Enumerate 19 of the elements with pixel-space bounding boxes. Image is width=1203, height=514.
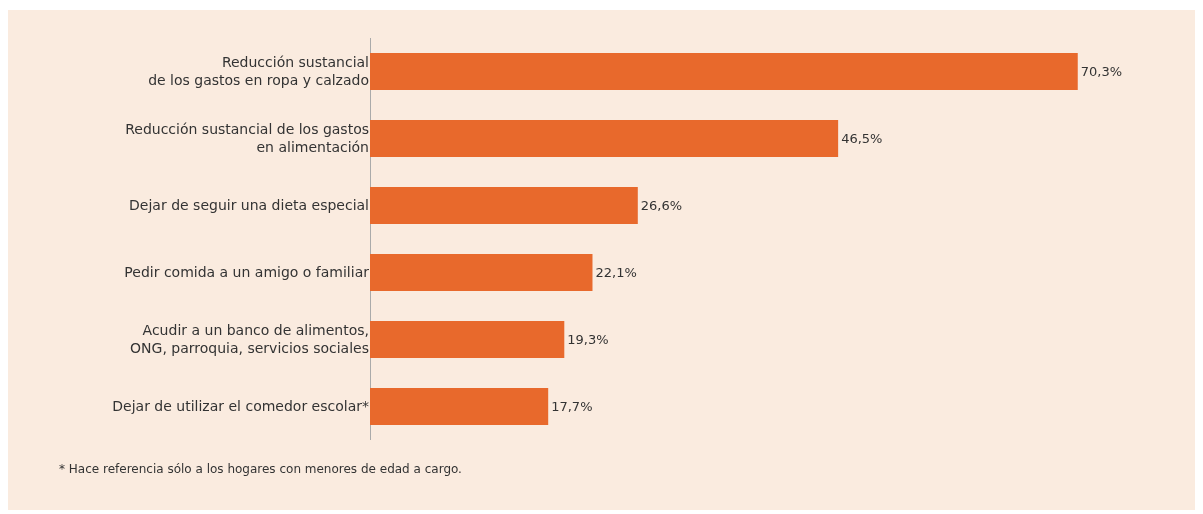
- data-label: 17,7%: [551, 399, 593, 414]
- bar: [370, 187, 638, 224]
- y-tick-label: Reducción sustancial de los gastos en alimentación: [125, 121, 369, 156]
- data-label: 26,6%: [640, 198, 683, 213]
- y-tick-label: Acudir a un banco de alimentos, ONG, parroquia, servicios sociales: [130, 322, 369, 357]
- y-tick-label: Dejar de utilizar el comedor escolar*: [112, 398, 369, 415]
- bar: [370, 321, 565, 358]
- bar: [370, 120, 839, 157]
- text: * Hace referencia sólo a los hogares con menores de edad a cargo.: [59, 462, 462, 476]
- y-tick-label: Dejar de seguir una dieta especial: [129, 197, 369, 214]
- data-label: 22,1%: [595, 265, 637, 281]
- bar: [370, 388, 549, 425]
- data-label: 19,3%: [567, 332, 609, 348]
- bar: [370, 53, 1078, 90]
- data-label: 46,5%: [841, 131, 883, 146]
- y-tick-label: Pedir comida a un amigo o familiar: [124, 264, 370, 281]
- y-tick-label: Reducción sustancial de los gastos en ropa y calzado: [148, 54, 369, 89]
- data-label: 70,3%: [1080, 64, 1123, 80]
- bar: [370, 254, 593, 291]
